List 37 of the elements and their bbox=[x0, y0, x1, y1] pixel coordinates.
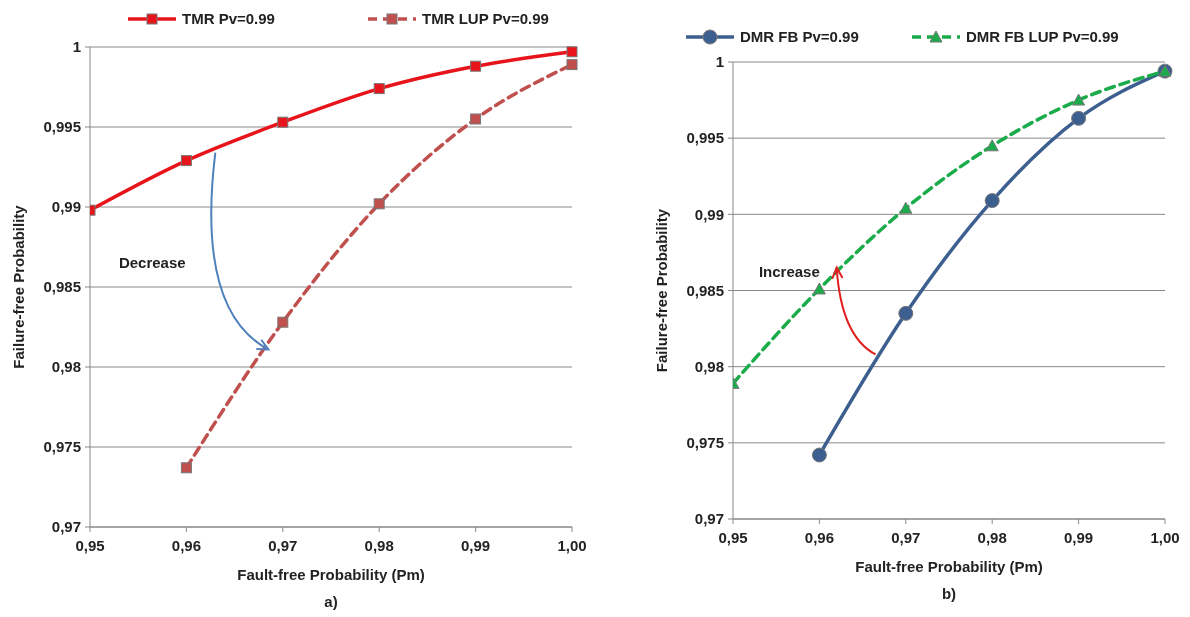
y-tick-label: 1 bbox=[72, 38, 81, 56]
legend-label: DMR FB LUP Pv=0.99 bbox=[966, 28, 1119, 46]
y-tick-label: 0,985 bbox=[686, 281, 724, 299]
x-tick-label: 0,96 bbox=[804, 529, 834, 546]
y-tick-label: 0,99 bbox=[694, 205, 724, 223]
y-tick-label: 0,99 bbox=[51, 198, 81, 216]
text: b) bbox=[941, 585, 957, 602]
x-tick-label: 0,99 bbox=[1064, 529, 1094, 546]
x-axis-title: Fault-free Probability (Pm) bbox=[855, 558, 1043, 575]
legend-label: DMR FB Pv=0.99 bbox=[740, 28, 859, 46]
y-tick-label: 0,98 bbox=[694, 357, 724, 375]
annotation: Increase bbox=[758, 262, 820, 280]
x-axis-title: Fault-free Probability (Pm) bbox=[237, 566, 425, 583]
y-tick-label: 1 bbox=[715, 53, 724, 71]
y-tick-label: 0,995 bbox=[686, 129, 724, 147]
x-tick-label: 0,98 bbox=[977, 529, 1007, 546]
x-tick-label: 0,95 bbox=[75, 537, 105, 554]
y-tick-label: 0,98 bbox=[51, 358, 81, 376]
y-axis-title: Failure-free Probability bbox=[10, 204, 27, 369]
legend-label: TMR Pv=0.99 bbox=[182, 10, 275, 28]
x-tick-label: 0,96 bbox=[171, 537, 201, 554]
y-axis-title: Failure-free Probability bbox=[653, 208, 670, 373]
y-tick-label: 0,97 bbox=[694, 510, 724, 528]
legend-label: TMR LUP Pv=0.99 bbox=[422, 10, 549, 28]
x-tick-label: 0,97 bbox=[891, 529, 921, 546]
text: a) bbox=[324, 593, 338, 610]
x-tick-label: 0,99 bbox=[461, 537, 491, 554]
x-tick-label: 0,97 bbox=[268, 537, 298, 554]
y-tick-label: 0,975 bbox=[686, 434, 724, 452]
x-tick-label: 1,00 bbox=[557, 537, 587, 554]
annotation: Decrease bbox=[118, 253, 186, 271]
x-tick-label: 1,00 bbox=[1150, 529, 1180, 546]
x-tick-label: 0,98 bbox=[364, 537, 394, 554]
y-tick-label: 0,975 bbox=[43, 438, 81, 456]
y-tick-label: 0,995 bbox=[43, 118, 81, 136]
x-tick-label: 0,95 bbox=[718, 529, 748, 546]
y-tick-label: 0,985 bbox=[43, 278, 81, 296]
